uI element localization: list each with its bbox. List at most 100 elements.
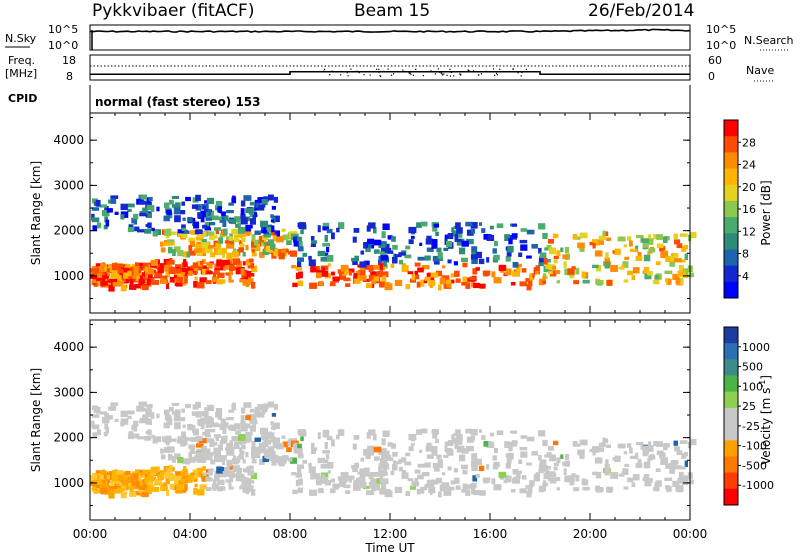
power-cell bbox=[414, 274, 420, 280]
velocity-cell bbox=[293, 447, 302, 454]
power-cell bbox=[453, 261, 458, 266]
velocity-cell bbox=[414, 477, 418, 483]
velocity-cell bbox=[171, 411, 180, 415]
power-cell bbox=[535, 265, 540, 271]
freq-label-1: Freq. bbox=[8, 54, 35, 67]
power-cell bbox=[108, 265, 112, 273]
power-cell bbox=[147, 272, 153, 279]
velocity-cell bbox=[546, 466, 551, 470]
velocity-cell bbox=[192, 469, 198, 476]
power-cell bbox=[673, 233, 678, 239]
velocity-cell bbox=[196, 489, 205, 496]
velocity-cell bbox=[552, 472, 557, 477]
power-cell bbox=[168, 258, 173, 265]
velocity-cell bbox=[455, 485, 461, 490]
power-cell bbox=[309, 282, 317, 289]
power-cell bbox=[181, 227, 187, 231]
power-cell bbox=[408, 226, 417, 234]
power-cell bbox=[211, 215, 219, 221]
velocity-cell bbox=[426, 454, 434, 459]
velocity-cell bbox=[531, 451, 538, 456]
velocity-cell bbox=[129, 481, 134, 488]
velocity-cell bbox=[447, 440, 454, 447]
velocity-cell bbox=[483, 441, 489, 447]
velocity-cell bbox=[228, 486, 234, 490]
velocity-cell bbox=[166, 448, 175, 453]
frequency-point bbox=[495, 72, 498, 75]
power-cell bbox=[199, 277, 207, 283]
power-cell bbox=[345, 283, 351, 287]
velocity-cell bbox=[538, 454, 542, 461]
velocity-cell bbox=[366, 490, 373, 495]
velocity-cell bbox=[151, 434, 155, 439]
velocity-cell bbox=[211, 483, 219, 490]
velocity-cell bbox=[310, 443, 315, 449]
frequency-point bbox=[339, 74, 342, 76]
power-cell bbox=[656, 243, 664, 249]
velocity-cell bbox=[401, 472, 409, 480]
velocity-cell bbox=[405, 491, 411, 496]
power-cell bbox=[196, 236, 204, 241]
velocity-cell bbox=[198, 438, 207, 444]
power-cell bbox=[572, 234, 578, 240]
power-cell bbox=[368, 243, 372, 249]
power-cell bbox=[446, 240, 452, 248]
velocity-cell bbox=[276, 437, 280, 444]
velocity-cell bbox=[631, 482, 636, 488]
power-cell bbox=[394, 254, 402, 258]
frequency-point bbox=[450, 71, 452, 73]
power-cell bbox=[154, 271, 163, 278]
power-cell bbox=[360, 250, 364, 255]
power-cell bbox=[358, 270, 366, 277]
power-cell bbox=[631, 275, 636, 281]
velocity-cell bbox=[218, 444, 223, 451]
velocity-cell bbox=[165, 477, 170, 485]
velocity-cell bbox=[270, 436, 276, 443]
power-colorbar-tick-label: 20 bbox=[742, 181, 756, 194]
power-cell bbox=[166, 239, 175, 243]
power-cell bbox=[637, 251, 642, 257]
velocity-cell bbox=[130, 473, 136, 480]
power-cell bbox=[545, 263, 550, 270]
velocity-cell bbox=[470, 429, 478, 436]
power-cell bbox=[677, 270, 686, 277]
power-cell bbox=[402, 263, 407, 267]
power-cell bbox=[139, 262, 144, 267]
power-cell bbox=[491, 271, 496, 278]
velocity-cell bbox=[479, 429, 483, 433]
power-cell bbox=[643, 267, 650, 274]
power-cell bbox=[123, 267, 130, 274]
velocity-cell bbox=[237, 433, 246, 441]
velocity-cell bbox=[316, 473, 320, 480]
velocity-cell bbox=[142, 469, 151, 476]
velocity-cell bbox=[120, 410, 128, 418]
velocity-cell bbox=[260, 427, 268, 435]
power-cell bbox=[180, 268, 189, 274]
power-cell bbox=[538, 247, 542, 254]
power-cell bbox=[354, 255, 359, 262]
velocity-cell bbox=[446, 488, 452, 495]
velocity-cell bbox=[456, 445, 465, 453]
velocity-cell bbox=[244, 478, 252, 482]
velocity-cell bbox=[201, 449, 210, 455]
power-cell bbox=[193, 221, 200, 229]
velocity-cell bbox=[680, 466, 686, 470]
power-cell bbox=[643, 254, 651, 262]
velocity-cell bbox=[190, 472, 195, 476]
velocity-cell bbox=[121, 472, 126, 477]
velocity-cell bbox=[367, 445, 375, 452]
velocity-cell bbox=[316, 479, 322, 486]
velocity-cell bbox=[180, 475, 189, 481]
velocity-cell bbox=[444, 441, 451, 446]
velocity-cell bbox=[134, 433, 140, 439]
velocity-cell bbox=[298, 448, 303, 454]
power-cell bbox=[433, 223, 439, 228]
velocity-cell bbox=[106, 415, 113, 420]
power-cell bbox=[542, 273, 547, 279]
power-cell bbox=[238, 240, 243, 245]
velocity-cell bbox=[238, 454, 244, 460]
velocity-cell bbox=[231, 436, 240, 442]
velocity-cell bbox=[157, 474, 164, 481]
power-cell bbox=[228, 275, 232, 280]
frequency-point bbox=[442, 74, 444, 76]
